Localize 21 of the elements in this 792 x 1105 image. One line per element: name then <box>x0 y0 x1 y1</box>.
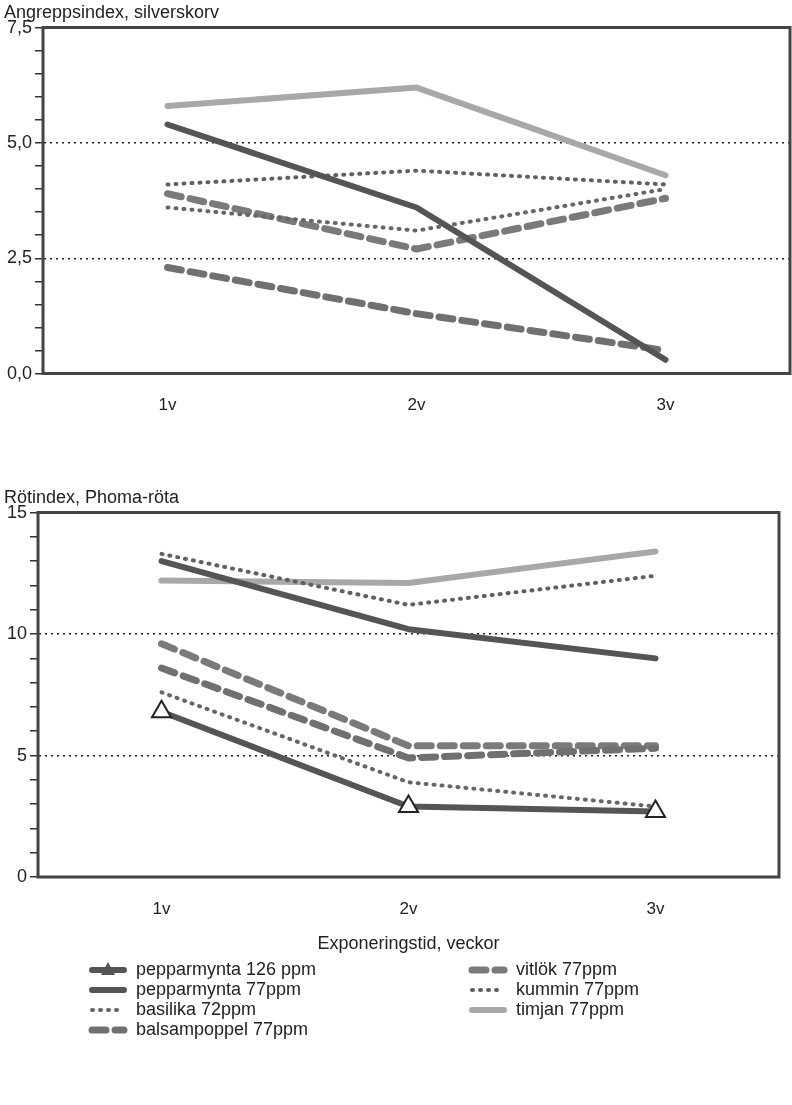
chart-title: Rötindex, Phoma-röta <box>4 486 181 507</box>
y-tick-label: 5 <box>17 744 28 765</box>
legend-label: pepparmynta 126 ppm <box>136 958 317 980</box>
x-axis-title: Exponeringstid, veckor <box>317 933 500 954</box>
y-tick-label: 5,0 <box>6 131 33 152</box>
y-tick-label: 0 <box>17 865 28 886</box>
legend-label: pepparmynta 77ppm <box>136 978 302 1000</box>
legend-label: balsampoppel 77ppm <box>136 1018 309 1040</box>
x-tick-label: 3v <box>656 395 675 415</box>
legend-label: kummin 77ppm <box>516 978 640 1000</box>
x-tick-label: 1v <box>152 898 171 918</box>
y-tick-label: 0,0 <box>6 362 33 383</box>
y-tick-label: 2,5 <box>6 247 33 268</box>
legend-label: timjan 77ppm <box>516 998 625 1020</box>
x-tick-label: 2v <box>399 898 418 918</box>
legend-label: vitlök 77ppm <box>516 958 618 980</box>
x-tick-label: 3v <box>646 898 665 918</box>
x-tick-label: 1v <box>158 395 177 415</box>
x-tick-label: 2v <box>407 395 426 415</box>
legend-label: basilika 72ppm <box>136 998 257 1020</box>
y-tick-label: 10 <box>6 623 28 644</box>
